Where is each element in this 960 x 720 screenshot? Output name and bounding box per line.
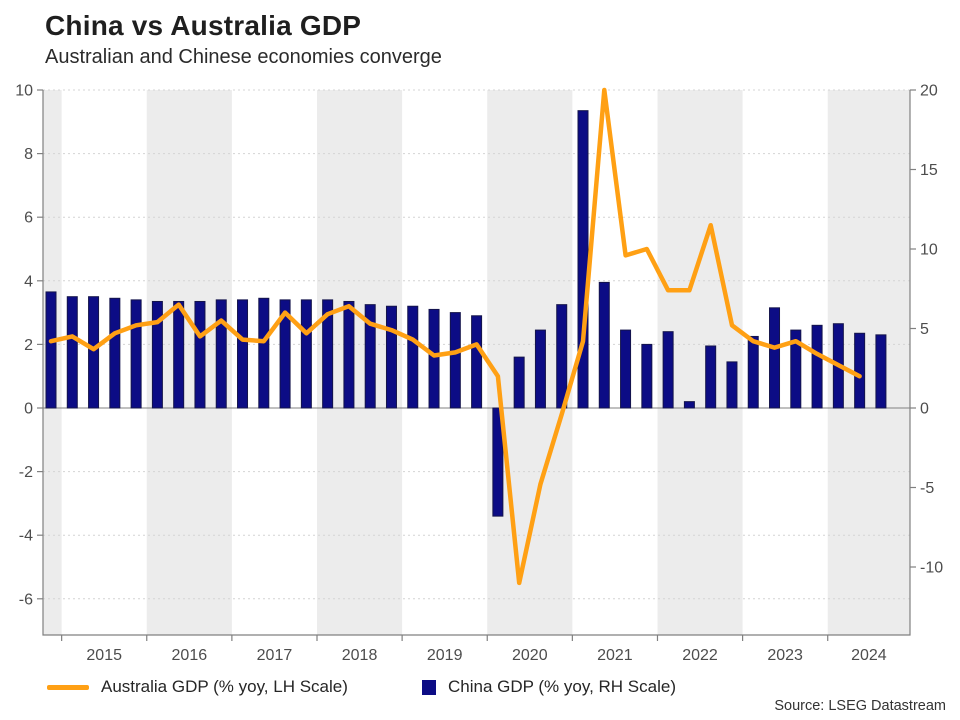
china-gdp-bar <box>66 296 78 409</box>
right-axis-tick-label: 20 <box>920 83 938 100</box>
china-gdp-bar <box>173 300 185 409</box>
china-gdp-bar <box>407 305 419 409</box>
left-axis-tick-label: 10 <box>15 83 33 100</box>
china-gdp-bar <box>109 297 121 409</box>
legend-item-australia: Australia GDP (% yoy, LH Scale) <box>47 676 348 698</box>
china-gdp-bar <box>258 297 270 409</box>
left-axis-tick-label: -6 <box>19 591 33 608</box>
china-gdp-bar <box>279 299 291 409</box>
china-gdp-bar <box>471 315 483 409</box>
legend-label-china: China GDP (% yoy, RH Scale) <box>448 677 676 696</box>
right-axis-tick-label: 15 <box>920 162 938 179</box>
china-gdp-bar <box>790 329 802 409</box>
china-gdp-bar <box>45 291 57 409</box>
china-gdp-bar <box>534 329 546 409</box>
china-gdp-bar <box>130 299 142 409</box>
left-axis-tick-label: 4 <box>24 273 33 290</box>
x-axis-year-label: 2018 <box>342 647 378 664</box>
china-gdp-bar <box>747 335 759 409</box>
x-axis-year-label: 2019 <box>427 647 463 664</box>
china-gdp-bar <box>428 308 440 409</box>
x-axis-year-label: 2021 <box>597 647 633 664</box>
left-axis-tick-label: 2 <box>24 337 33 354</box>
china-gdp-bar <box>343 300 355 409</box>
china-gdp-bar <box>641 343 653 409</box>
legend-item-china: China GDP (% yoy, RH Scale) <box>422 676 676 698</box>
right-axis-tick-label: 0 <box>920 401 929 418</box>
china-gdp-bar <box>811 324 823 409</box>
page-title: China vs Australia GDP <box>45 10 362 41</box>
australia-line-swatch <box>47 684 89 690</box>
china-gdp-bar <box>726 361 738 409</box>
left-axis-tick-label: 8 <box>24 146 33 163</box>
left-axis-tick-label: 0 <box>24 401 33 418</box>
right-axis-tick-label: -5 <box>920 480 934 497</box>
china-gdp-bar <box>705 345 717 409</box>
x-axis-year-label: 2023 <box>767 647 803 664</box>
x-axis-year-label: 2016 <box>172 647 208 664</box>
china-gdp-bar <box>556 304 568 409</box>
chart-subtitle: Australian and Chinese economies converg… <box>45 46 442 68</box>
china-gdp-bar <box>88 296 100 409</box>
china-gdp-bar <box>662 331 674 409</box>
china-gdp-bar <box>364 304 376 409</box>
x-axis-year-label: 2024 <box>851 647 887 664</box>
china-gdp-bar <box>322 299 334 409</box>
x-axis-year-label: 2020 <box>512 647 548 664</box>
china-gdp-bar <box>683 401 695 409</box>
china-gdp-bar <box>598 281 610 409</box>
china-gdp-bar <box>769 307 781 409</box>
x-axis-year-label: 2017 <box>257 647 293 664</box>
left-axis-tick-label: -2 <box>19 464 33 481</box>
china-bar-swatch <box>422 679 436 695</box>
australia-gdp-line <box>48 87 862 586</box>
china-gdp-bar <box>300 299 312 409</box>
china-gdp-bar <box>492 407 504 517</box>
china-gdp-bar <box>215 299 227 409</box>
china-gdp-bar <box>151 300 163 409</box>
china-gdp-bar <box>854 332 866 409</box>
x-axis-year-label: 2022 <box>682 647 718 664</box>
china-gdp-bar <box>449 312 461 409</box>
china-gdp-bar <box>194 300 206 409</box>
china-gdp-bar <box>385 305 397 409</box>
right-axis-tick-label: 5 <box>920 321 929 338</box>
china-gdp-bar <box>513 356 525 409</box>
axis-frame <box>42 90 911 636</box>
left-axis-tick-label: 6 <box>24 210 33 227</box>
china-gdp-bar <box>620 329 632 409</box>
source-credit: Source: LSEG Datastream <box>774 698 946 714</box>
china-gdp-bar <box>875 334 887 409</box>
right-axis-tick-label: -10 <box>920 560 943 577</box>
china-gdp-bar <box>577 110 589 409</box>
left-axis-tick-label: -4 <box>19 528 33 545</box>
legend-label-australia: Australia GDP (% yoy, LH Scale) <box>101 677 348 696</box>
x-axis-year-label: 2015 <box>86 647 122 664</box>
china-gdp-bar <box>237 299 249 409</box>
right-axis-tick-label: 10 <box>920 242 938 259</box>
